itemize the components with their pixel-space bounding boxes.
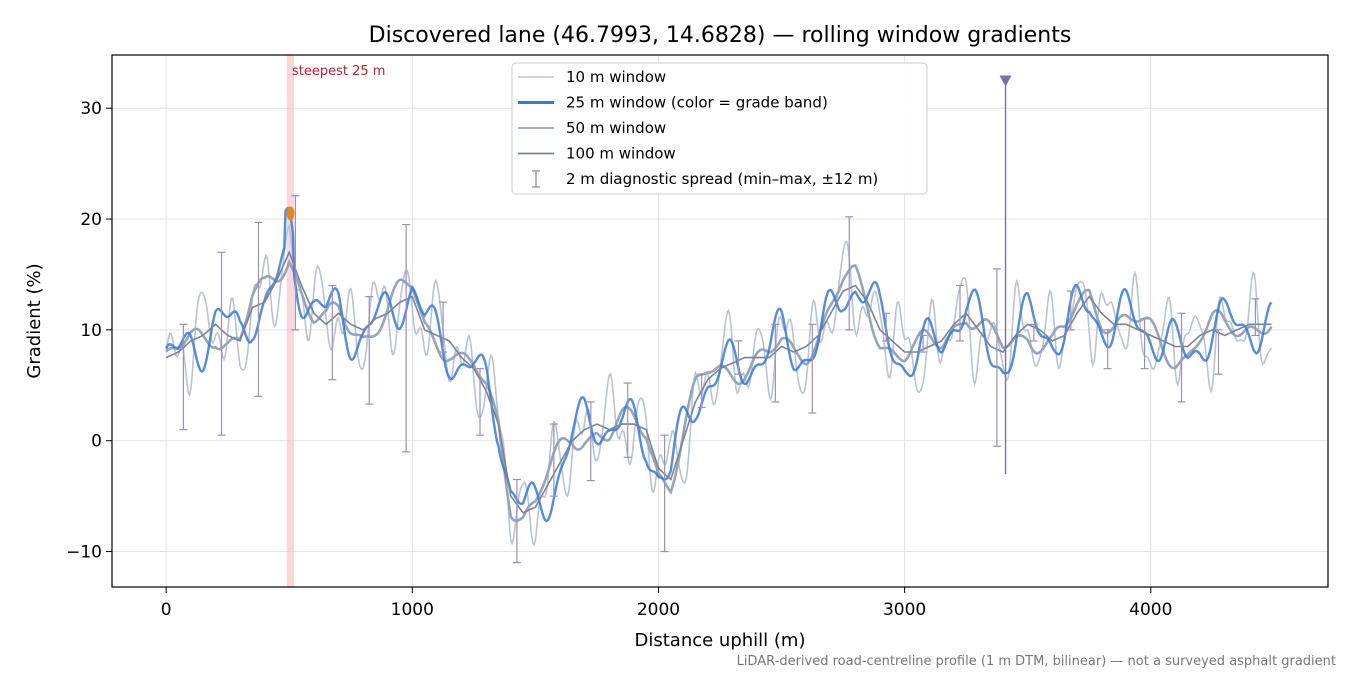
x-tick-label: 2000 [637,600,680,620]
y-axis-label: Gradient (%) [24,263,45,378]
series-10m-line [165,223,1273,547]
series-group [165,206,1273,547]
series-100m-line [165,250,1272,514]
legend: 10 m window 25 m window (color = grade ba… [511,62,928,195]
x-tick-label: 3000 [883,600,926,620]
legend-box [511,62,928,195]
y-tick-label: 20 [80,210,102,230]
steepest-band-rect [286,55,295,587]
legend-label: 50 m window [566,119,666,137]
legend-label: 25 m window (color = grade band) [566,94,828,112]
legend-label: 2 m diagnostic spread (min–max, ±12 m) [566,170,878,188]
y-ticks: −10 0 10 20 30 [66,99,112,563]
y-tick-label: 30 [80,99,102,119]
marker-triangle [999,75,1012,87]
steepest-peak-marker [286,206,295,221]
x-ticks: 0 1000 2000 3000 4000 [161,587,1172,620]
footnote: LiDAR-derived road-centreline profile (1… [737,654,1336,669]
y-tick-label: −10 [66,543,102,563]
steepest-label: steepest 25 m [292,64,385,79]
x-axis-label: Distance uphill (m) [635,630,806,651]
x-tick-label: 1000 [391,600,434,620]
series-25m-line [165,206,1273,523]
x-tick-label: 0 [161,600,172,620]
x-tick-label: 4000 [1129,600,1172,620]
spread-bars [179,195,1260,564]
series-50m-line [165,258,1273,523]
legend-label: 10 m window [566,68,666,86]
annotation-marks [286,75,1012,474]
chart-title: Discovered lane (46.7993, 14.6828) — rol… [369,23,1072,48]
plot-frame [111,54,1329,588]
steepest-band [286,55,295,587]
legend-label: 100 m window [566,145,676,163]
y-tick-label: 0 [91,432,102,452]
y-tick-label: 10 [80,321,102,341]
